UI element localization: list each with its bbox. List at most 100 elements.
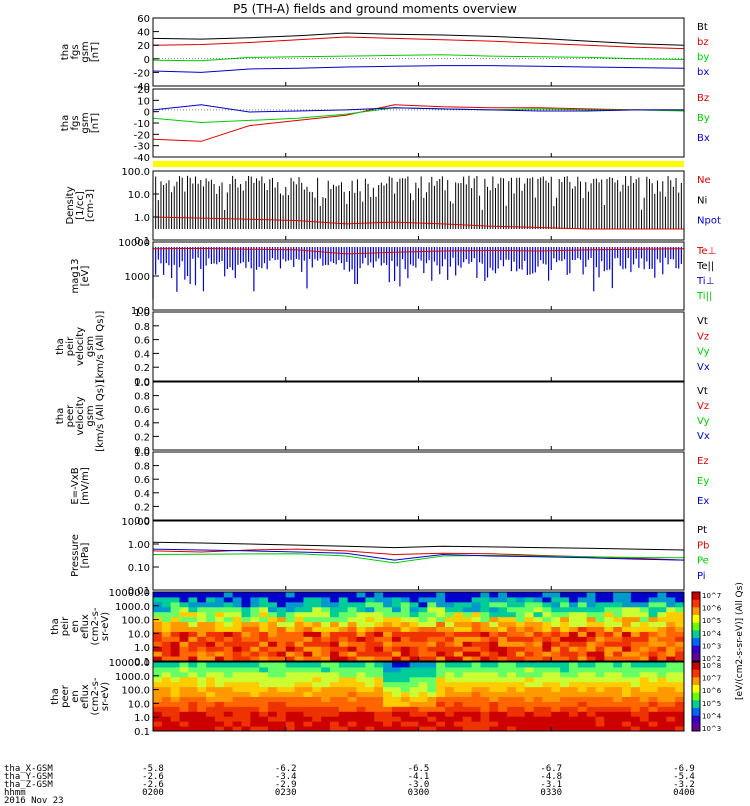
spectrogram-cell	[383, 721, 393, 727]
legend-Ex: Ex	[697, 496, 709, 507]
spectrogram-cell	[400, 716, 411, 722]
spectrogram-cell	[453, 701, 464, 707]
spectrogram-cell	[391, 676, 402, 683]
spectrogram-cell	[613, 686, 623, 693]
spectrogram-cell	[250, 631, 260, 637]
spectrogram-cell	[400, 616, 411, 623]
spectrogram-cell	[586, 716, 596, 722]
spectrogram-cell	[259, 691, 269, 697]
spectrogram-cell	[639, 626, 650, 632]
spectrogram-cell	[170, 601, 181, 608]
spectrogram-cell	[418, 601, 428, 608]
spectrogram-cell	[214, 696, 225, 702]
spectrogram-cell	[436, 706, 446, 712]
spectrogram-cell	[604, 596, 614, 603]
spectrogram-cell	[400, 636, 411, 642]
spectrogram-cell	[666, 681, 676, 688]
spectrogram-cell	[153, 646, 163, 652]
spectrogram-cell	[471, 691, 481, 697]
spectrogram-cell	[312, 646, 322, 652]
spectrogram-cell	[622, 716, 632, 722]
spectrogram-cell	[197, 716, 207, 722]
spectrogram-cell	[179, 681, 189, 688]
spectrogram-cell	[259, 656, 269, 662]
spectrogram-cell	[303, 696, 313, 702]
spectrogram-cell	[613, 636, 623, 642]
spectrogram-cell	[303, 686, 313, 693]
spectrogram-cell	[365, 641, 375, 647]
spectrogram-cell	[630, 706, 641, 712]
y-axis-label: gsm	[80, 112, 91, 133]
spectrogram-cell	[232, 592, 242, 598]
spectrogram-cell	[639, 701, 650, 707]
spectrogram-cell	[356, 666, 366, 673]
spectrogram-cell	[321, 662, 331, 668]
spectrogram-cell	[462, 716, 473, 722]
spectrogram-cell	[666, 662, 676, 668]
spectrogram-cell	[409, 606, 419, 613]
spectrogram-cell	[427, 681, 437, 688]
spectrogram-cell	[604, 681, 614, 688]
spectrogram-cell	[276, 601, 287, 608]
spectrogram-cell	[462, 681, 473, 688]
spectrogram-cell	[533, 701, 543, 707]
spectrogram-cell	[560, 651, 570, 657]
spectrogram-cell	[409, 721, 419, 727]
spectrogram-cell	[586, 596, 596, 603]
y-tick-label: 0.8	[134, 392, 150, 403]
spectrogram-cell	[462, 691, 473, 697]
spectrogram-cell	[639, 696, 650, 702]
spectrogram-cell	[338, 606, 349, 613]
y-tick-label: 100.0	[121, 686, 150, 697]
spectrogram-cell	[400, 646, 411, 652]
spectrogram-cell	[445, 676, 455, 683]
spectrogram-cell	[489, 631, 499, 637]
spectrogram-cell	[347, 662, 358, 668]
spectrogram-cell	[312, 671, 322, 678]
spectrogram-cell	[294, 676, 304, 683]
spectrogram-cell	[391, 621, 402, 627]
spectrogram-cell	[471, 631, 481, 637]
spectrogram-cell	[285, 651, 296, 657]
spectrogram-cell	[471, 686, 481, 693]
spectrogram-cell	[489, 636, 499, 642]
spectrogram-cell	[391, 626, 402, 632]
footer-value: -3.4	[274, 772, 297, 782]
colorbar-swatch	[692, 607, 700, 616]
spectrogram-cell	[197, 616, 207, 623]
spectrogram-cell	[294, 631, 304, 637]
spectrogram-cell	[604, 711, 614, 717]
spectrogram-cell	[577, 646, 588, 652]
footer-value: -6.2	[274, 764, 297, 774]
spectrogram-cell	[595, 592, 605, 598]
spectrogram-cell	[577, 641, 588, 647]
spectrogram-cell	[241, 701, 251, 707]
spectrogram-cell	[383, 606, 393, 613]
spectrogram-cell	[542, 601, 552, 608]
spectrogram-cell	[400, 601, 411, 608]
panel-frame-peir-velocity	[152, 311, 685, 382]
spectrogram-cell	[666, 726, 676, 732]
spectrogram-cell	[356, 631, 366, 637]
spectrogram-cell	[453, 711, 464, 717]
series-line-Pe	[152, 553, 685, 564]
spectrogram-cell	[586, 601, 596, 608]
spectrogram-cell	[675, 721, 685, 727]
spectrogram-cell	[223, 641, 234, 647]
series-line-By	[152, 107, 685, 124]
spectrogram-cell	[374, 626, 384, 632]
spectrogram-cell	[489, 671, 499, 678]
spectrogram-cell	[223, 691, 234, 697]
spectrogram-cell	[391, 686, 402, 693]
legend-Vx: Vx	[697, 362, 710, 373]
spectrogram-cell	[577, 691, 588, 697]
spectrogram-cell	[294, 696, 304, 702]
spectrogram-cell	[285, 721, 296, 727]
spectrogram-cell	[321, 696, 331, 702]
footer-value: -4.8	[540, 772, 563, 782]
spectrogram-cell	[622, 651, 632, 657]
y-tick-label: 0.4	[134, 419, 150, 430]
spectrogram-cell	[533, 616, 543, 623]
spectrogram-cell	[250, 636, 260, 642]
spectrogram-cell	[542, 711, 552, 717]
